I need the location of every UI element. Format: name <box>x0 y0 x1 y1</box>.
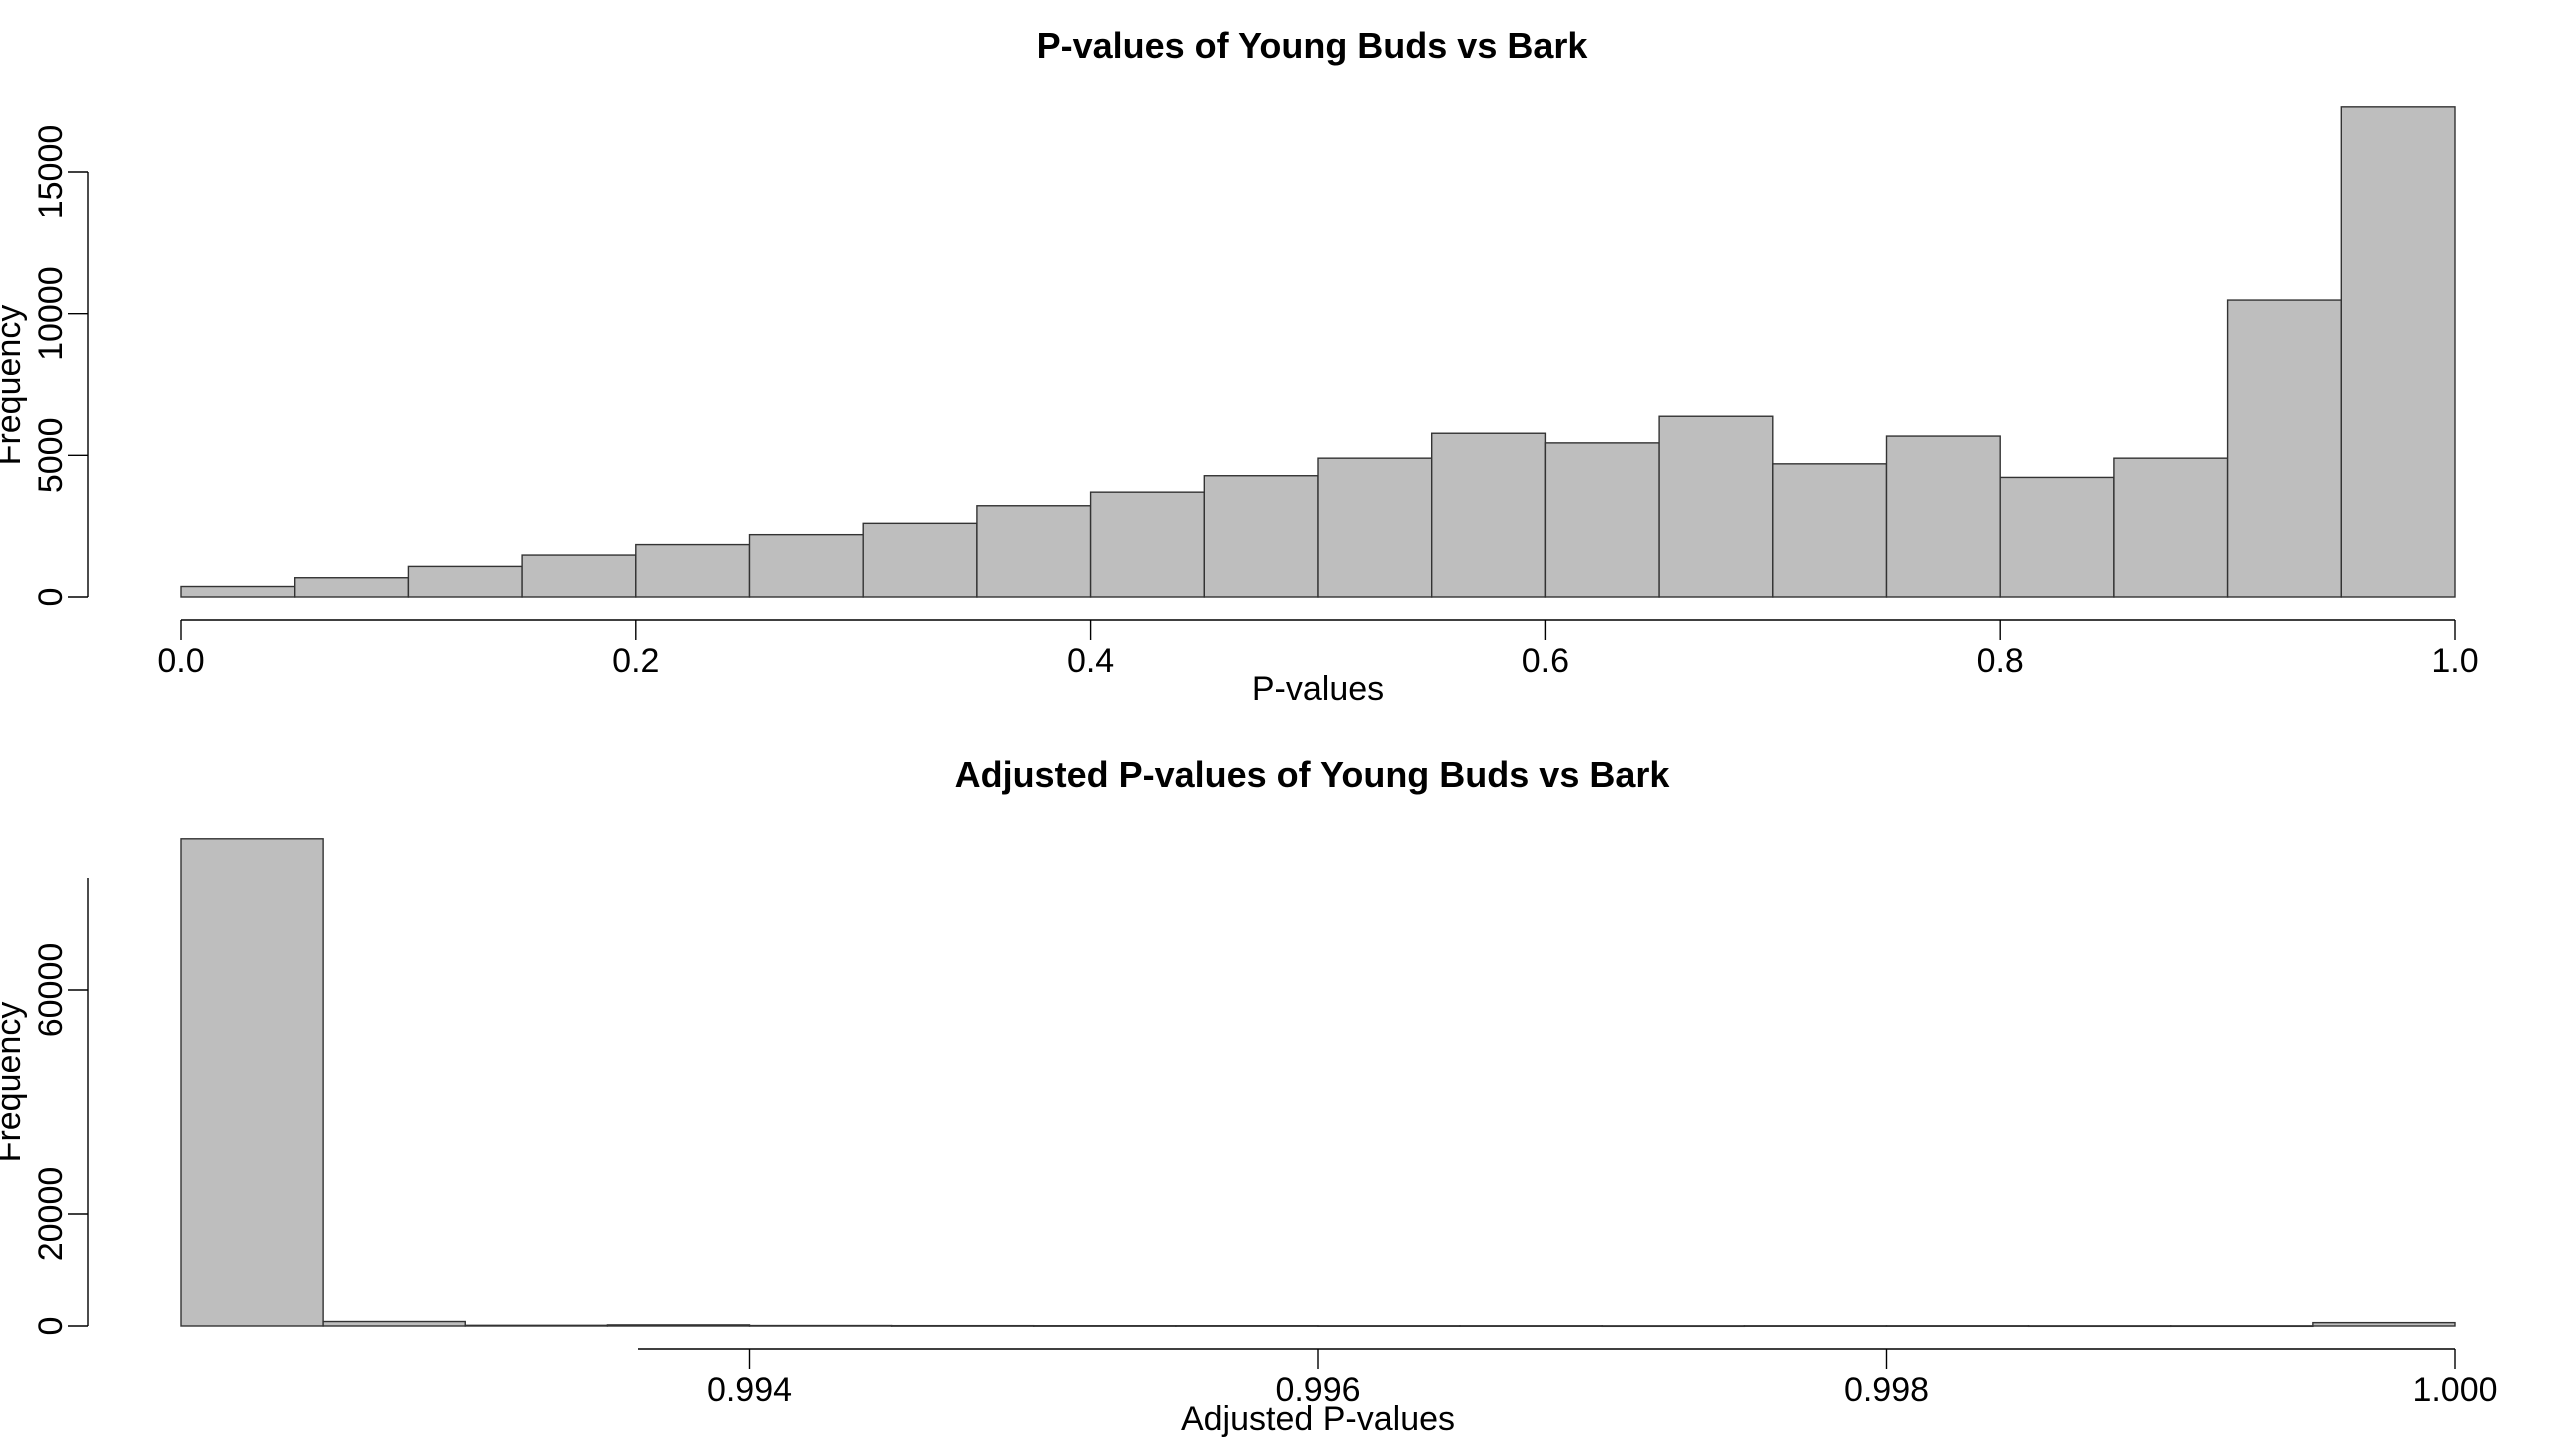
histogram-bar <box>1885 435 2001 598</box>
histogram-bar <box>976 505 1092 598</box>
histogram-bar <box>407 565 523 598</box>
histogram-bar <box>2312 1321 2456 1327</box>
x-axis-label: P-values <box>1252 670 1384 708</box>
histogram-bar <box>180 585 296 598</box>
x-tick-label: 1.000 <box>2412 1371 2497 1409</box>
y-tick-label: 5000 <box>32 418 70 494</box>
histogram-bar <box>606 1324 751 1327</box>
histogram-bar <box>1430 432 1547 598</box>
histogram-bar <box>294 577 410 598</box>
histogram-bar <box>1885 1325 2030 1327</box>
histogram-bar <box>748 533 864 598</box>
histogram-bar <box>1743 1325 1888 1327</box>
x-ticks: 0.0 0.2 0.4 0.6 0.8 1.0 <box>157 620 2479 680</box>
bars <box>180 106 2456 598</box>
x-tick-label: 1.0 <box>2431 642 2478 680</box>
x-tick-label: 0.6 <box>1522 642 1569 680</box>
bars <box>180 838 2456 1328</box>
histogram-bar <box>890 1324 1035 1327</box>
x-tick-label: 0.0 <box>157 642 204 680</box>
histogram-bar <box>1317 457 1433 598</box>
y-tick-label: 0 <box>32 1317 70 1336</box>
y-axis-label: Frequency <box>0 305 28 466</box>
histogram-bar <box>1999 476 2115 598</box>
chart-title: Adjusted P-values of Young Buds vs Bark <box>955 754 1671 795</box>
histogram-bar <box>748 1324 893 1327</box>
histogram-bar <box>1089 491 1205 598</box>
x-tick-label: 0.4 <box>1067 642 1114 680</box>
y-ticks: 0 20000 60000 <box>32 943 88 1336</box>
y-axis-label: Frequency <box>0 1002 28 1163</box>
y-tick-label: 10000 <box>32 266 70 361</box>
histogram-bar <box>862 522 978 598</box>
histogram-bar <box>1175 1325 1319 1327</box>
x-tick-label: 0.998 <box>1844 1371 1929 1409</box>
histogram-bar <box>635 543 751 598</box>
histogram-bar <box>1459 1325 1603 1327</box>
y-ticks: 0 5000 10000 15000 <box>32 125 88 607</box>
y-tick-label: 0 <box>32 588 70 607</box>
x-tick-label: 0.994 <box>707 1371 792 1409</box>
histogram-bar <box>1033 1325 1177 1327</box>
y-tick-label: 20000 <box>32 1167 70 1262</box>
histogram-bar <box>464 1324 609 1327</box>
chart-title: P-values of Young Buds vs Bark <box>1037 25 1589 66</box>
histogram-bar <box>1772 463 1888 598</box>
x-axis-label: Adjusted P-values <box>1181 1400 1455 1438</box>
histogram-bar <box>1658 415 1774 598</box>
y-tick-label: 60000 <box>32 943 70 1038</box>
x-tick-label: 0.8 <box>1977 642 2024 680</box>
panel-pvalues: P-values of Young Buds vs Bark 0.0 0.2 0.4… <box>0 25 2479 708</box>
histogram-bar <box>322 1320 466 1327</box>
histogram-bar <box>180 838 324 1327</box>
histogram-bar <box>2170 1325 2314 1328</box>
histogram-bar <box>1203 475 1319 598</box>
histogram-bar <box>2340 106 2456 598</box>
histogram-bar <box>2113 457 2229 598</box>
histogram-bar <box>1544 442 1660 598</box>
histogram-bar <box>2226 299 2343 598</box>
histogram-bar <box>2027 1325 2172 1328</box>
x-tick-label: 0.996 <box>1275 1371 1360 1409</box>
panel-adjusted-pvalues: Adjusted P-values of Young Buds vs Bark … <box>0 754 2498 1438</box>
x-tick-label: 0.2 <box>612 642 659 680</box>
histogram-bar <box>1601 1325 1746 1328</box>
x-ticks: 0.994 0.996 0.998 1.000 <box>707 1349 2498 1409</box>
histogram-bar <box>1317 1325 1461 1327</box>
histogram-bar <box>521 554 637 598</box>
y-tick-label: 15000 <box>32 125 70 220</box>
